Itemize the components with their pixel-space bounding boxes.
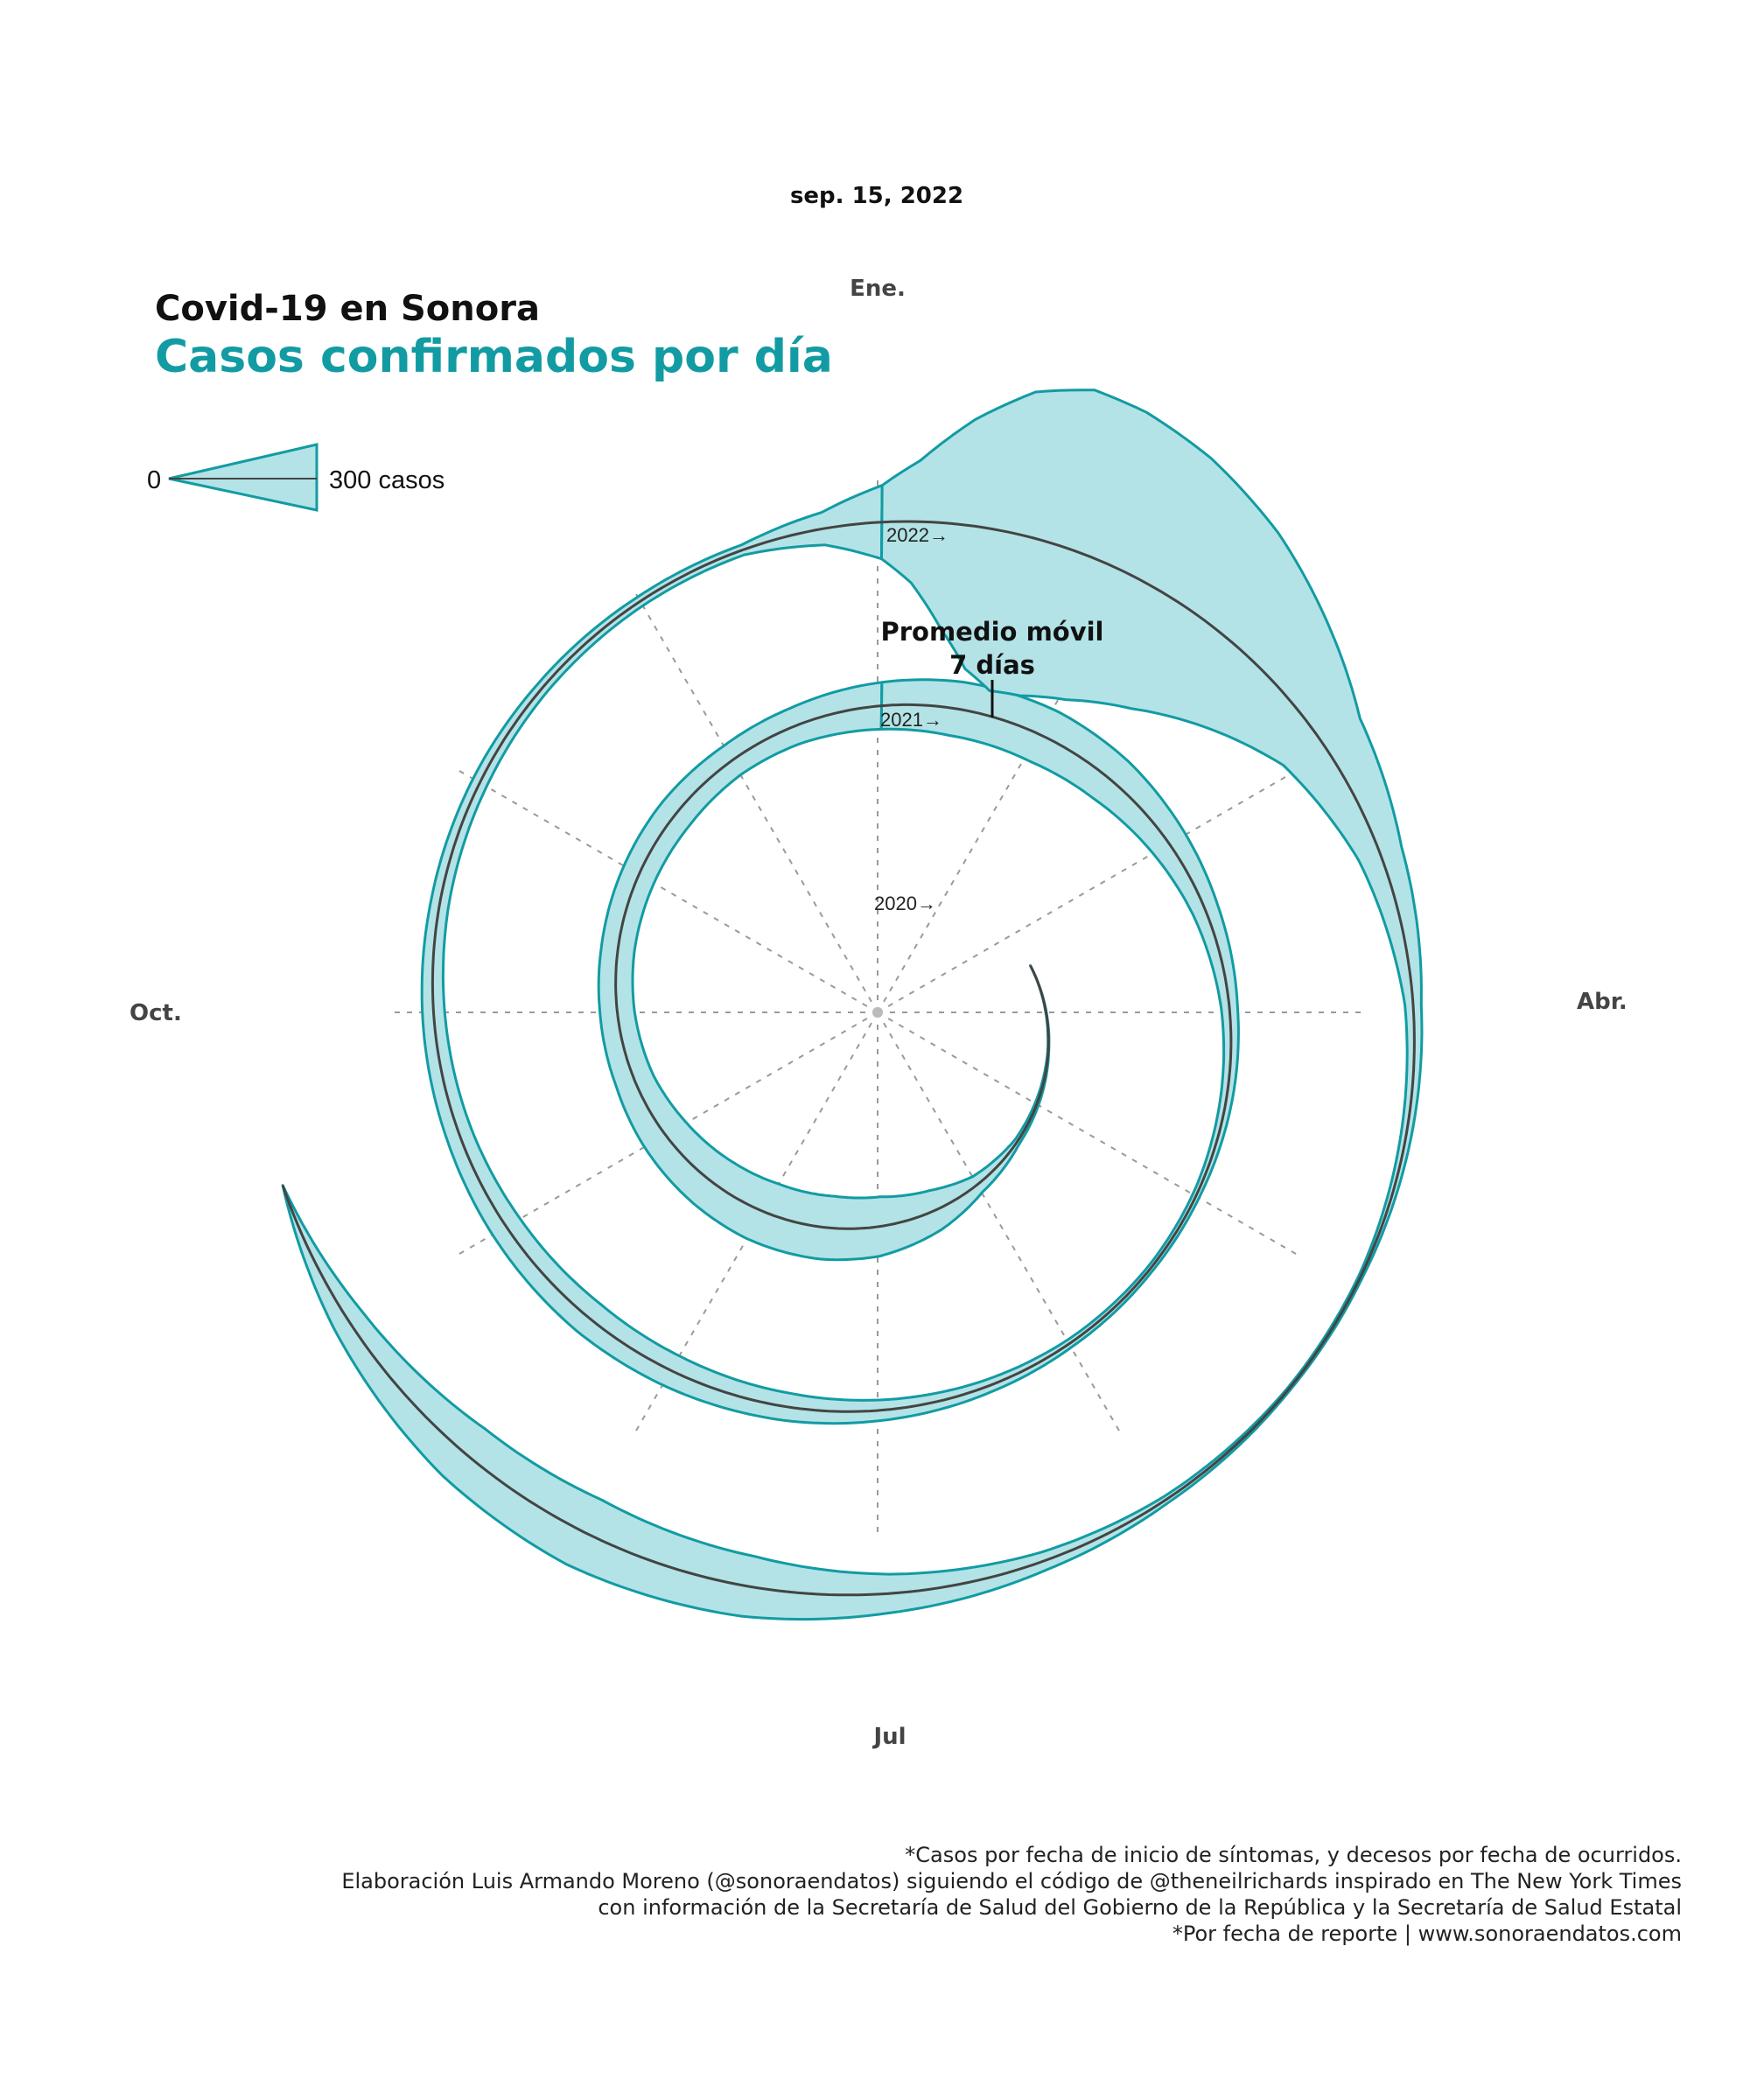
chart-subtitle: Casos confirmados por día <box>155 331 833 383</box>
footer-line-3: con información de la Secretaría de Salu… <box>598 1895 1682 1920</box>
size-legend: 0 300 casos <box>147 443 444 512</box>
annotation-line2: 7 días <box>949 650 1035 680</box>
footer-line-4: *Por fecha de reporte | www.sonoraendato… <box>1172 1922 1682 1946</box>
month-label-apr: Abr. <box>1577 989 1628 1015</box>
month-spoke <box>632 587 878 1013</box>
month-spoke <box>452 766 878 1013</box>
report-date: sep. 15, 2022 <box>790 183 963 209</box>
month-label-oct: Oct. <box>130 1000 182 1026</box>
footer-line-2: Elaboración Luis Armando Moreno (@sonora… <box>341 1869 1682 1894</box>
month-spoke <box>877 766 1303 1013</box>
spiral-baseline <box>281 520 1416 1597</box>
month-label-jul: Jul <box>872 1724 906 1750</box>
month-spoke <box>877 1012 1124 1438</box>
month-label-jan: Ene. <box>850 276 906 302</box>
moving-average-annotation: Promedio móvil 7 días <box>880 617 1104 718</box>
spiral-center-dot <box>872 1007 883 1018</box>
year-label-2020: 2020→ <box>874 892 936 914</box>
legend-zero-label: 0 <box>147 466 161 494</box>
chart-title: Covid-19 en Sonora <box>155 289 540 329</box>
year-label-2021: 2021→ <box>880 709 942 731</box>
year-label-2022: 2022→ <box>886 524 948 546</box>
spiral-time-axis <box>281 520 1416 1597</box>
legend-max-label: 300 casos <box>329 466 444 494</box>
cases-band-2022 <box>281 388 1424 1621</box>
footer-line-1: *Casos por fecha de inicio de síntomas, … <box>905 1843 1682 1867</box>
month-spoke <box>877 1012 1303 1258</box>
annotation-line1: Promedio móvil <box>880 617 1103 647</box>
legend-wedge <box>168 443 318 512</box>
footer-notes: *Casos por fecha de inicio de síntomas, … <box>341 1843 1682 1946</box>
cases-band-2020 <box>597 681 1051 1262</box>
cases-bands <box>281 388 1424 1621</box>
